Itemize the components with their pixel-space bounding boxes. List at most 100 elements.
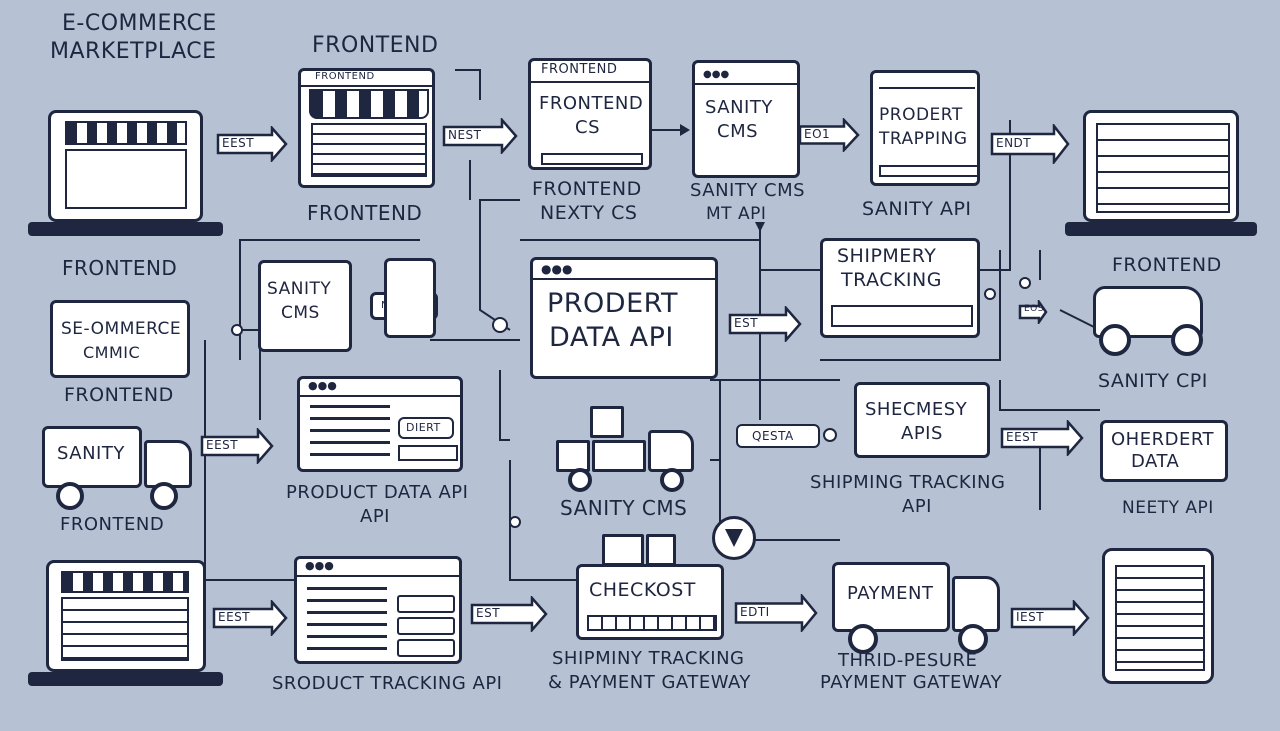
window-panel bbox=[61, 597, 189, 661]
truck-center-cab bbox=[648, 430, 694, 472]
arrow-tag-t7: EEST bbox=[1000, 420, 1084, 456]
arrow-shape bbox=[798, 118, 860, 152]
arrow-shape bbox=[1018, 300, 1048, 324]
tablet-screen bbox=[1115, 565, 1205, 671]
sanity-cms-caption1: SANITY CMS bbox=[690, 180, 806, 201]
shecmesy-line1: SHECMESY bbox=[865, 399, 968, 420]
arrow-tag-label: EEST bbox=[218, 610, 251, 624]
shecmesy-caption2: API bbox=[902, 496, 932, 517]
arrow-tag-label: EEST bbox=[222, 136, 255, 150]
storefront-strip bbox=[61, 571, 189, 593]
product-tracking-window: ●●● bbox=[294, 556, 462, 664]
se-commerce-caption: FRONTEND bbox=[64, 384, 174, 406]
arrow-shape bbox=[212, 600, 288, 636]
product-tracking-caption: SRODUCT TRACKING API bbox=[272, 673, 503, 694]
prodert-data-api-line1: PRODERT bbox=[547, 288, 678, 319]
prodert-line2: TRAPPING bbox=[879, 129, 968, 149]
checkout-node: CHECKOST bbox=[576, 534, 724, 642]
arrow-tag-t4: ENDT bbox=[990, 124, 1070, 164]
checkout-caption1: SHIPMINY TRACKING bbox=[552, 648, 745, 669]
arrow-tag-label: NEST bbox=[448, 128, 482, 142]
checkout-window: CHECKOST bbox=[576, 564, 724, 640]
arrow-tag-label: EEST bbox=[206, 438, 239, 452]
window-dots: ●●● bbox=[703, 69, 730, 80]
arrow-tag-t8: EEST bbox=[212, 600, 288, 636]
tracking-btn bbox=[397, 639, 455, 657]
shipmery-tracking-window: SHIPMERY TRACKING bbox=[820, 238, 980, 338]
payment-caption1: THRID-PESURE bbox=[838, 650, 978, 671]
qesta-label: QESTA bbox=[752, 429, 794, 443]
arrow-shape bbox=[216, 126, 288, 162]
arrow-shape bbox=[442, 118, 518, 154]
store-header-bar bbox=[301, 71, 432, 87]
truck-center-caption: SANITY CMS bbox=[560, 496, 688, 520]
oherdert-caption: NEETY API bbox=[1122, 498, 1214, 518]
arrow-tag-label: EEST bbox=[1006, 430, 1039, 444]
shecmesy-line2: APIS bbox=[901, 423, 943, 444]
tracking-header-rule bbox=[297, 575, 459, 577]
frontend-cs-header: FRONTEND bbox=[541, 62, 618, 77]
frontend-cs-header-rule bbox=[531, 81, 649, 83]
arrow-tag-t12: EOS bbox=[1018, 300, 1048, 324]
shecmesy-caption1: SHIPMING TRACKING bbox=[810, 472, 1006, 493]
storefront-strip bbox=[65, 121, 187, 145]
frontend-cs-line1: FRONTEND bbox=[539, 93, 644, 114]
laptop-screen bbox=[48, 110, 203, 222]
sanity-cms-line2: CMS bbox=[717, 121, 759, 142]
arrow-tag-t6: EEST bbox=[200, 428, 274, 464]
api-header-rule bbox=[533, 278, 715, 280]
box-stack bbox=[592, 440, 646, 472]
box-stack bbox=[590, 406, 624, 438]
prodert-line1: PRODERT bbox=[879, 105, 963, 125]
tablet-device bbox=[1102, 548, 1214, 684]
diert-label: DIERT bbox=[406, 421, 441, 434]
checkout-label: CHECKOST bbox=[589, 579, 696, 601]
arrow-tag-label: EST bbox=[476, 606, 501, 620]
tracking-btn bbox=[397, 617, 455, 635]
laptop-base bbox=[28, 222, 223, 236]
checklist bbox=[1096, 123, 1230, 213]
prodert-footer-bar bbox=[879, 165, 979, 177]
arrow-shape bbox=[200, 428, 274, 464]
arrow-shape bbox=[470, 596, 548, 632]
truck-center-icon bbox=[556, 406, 698, 492]
box-stack bbox=[556, 440, 590, 472]
laptop-right-caption: FRONTEND bbox=[1112, 254, 1222, 276]
truck-left-icon: SANITY bbox=[42, 426, 197, 510]
window-dots: ●●● bbox=[308, 379, 337, 392]
sanity-cms-header-rule bbox=[695, 83, 797, 85]
arrow-tag-t1: EEST bbox=[216, 126, 288, 162]
van-wheel-front bbox=[1099, 324, 1131, 356]
shipmery-line1: SHIPMERY bbox=[837, 245, 937, 267]
compass-icon bbox=[712, 516, 756, 560]
truck-left-wheel bbox=[56, 482, 84, 510]
laptop-bottom-node bbox=[28, 560, 223, 690]
prodert-trapping-window: PRODERT TRAPPING bbox=[870, 70, 980, 186]
frontend-cs-footer-bar bbox=[541, 153, 643, 165]
sanity-cms-line1: SANITY bbox=[705, 97, 773, 118]
product-data-caption2: API bbox=[360, 506, 390, 527]
sanity-small-line1: SANITY bbox=[267, 279, 332, 299]
sanity-small-line2: CMS bbox=[281, 303, 320, 323]
payment-label: PAYMENT bbox=[847, 583, 934, 604]
shipmery-footer-bar bbox=[831, 305, 973, 327]
truck-left-caption: FRONTEND bbox=[60, 514, 165, 535]
frontend-cs-line2: CS bbox=[575, 117, 600, 138]
arrow-tag-t9: EST bbox=[470, 596, 548, 632]
arrow-tag-t5: EST bbox=[728, 306, 802, 342]
van-caption: SANITY CPI bbox=[1098, 370, 1208, 392]
payment-wheel bbox=[848, 624, 878, 654]
se-commerce-line2: CMMIC bbox=[83, 343, 141, 362]
checkout-package bbox=[602, 534, 644, 566]
store-awning bbox=[309, 89, 429, 119]
diagram-title-line2: MARKETPLACE bbox=[50, 39, 217, 64]
tracking-btn bbox=[397, 595, 455, 613]
tracking-list-lines bbox=[307, 587, 387, 653]
product-header-rule bbox=[300, 395, 460, 397]
qesta-tag: QESTA bbox=[736, 424, 820, 448]
van-wheel-rear bbox=[1171, 324, 1203, 356]
window-dots bbox=[879, 77, 975, 89]
laptop-left-caption: FRONTEND bbox=[62, 256, 178, 280]
shipmery-line2: TRACKING bbox=[841, 269, 942, 291]
arrow-shape bbox=[990, 124, 1070, 164]
